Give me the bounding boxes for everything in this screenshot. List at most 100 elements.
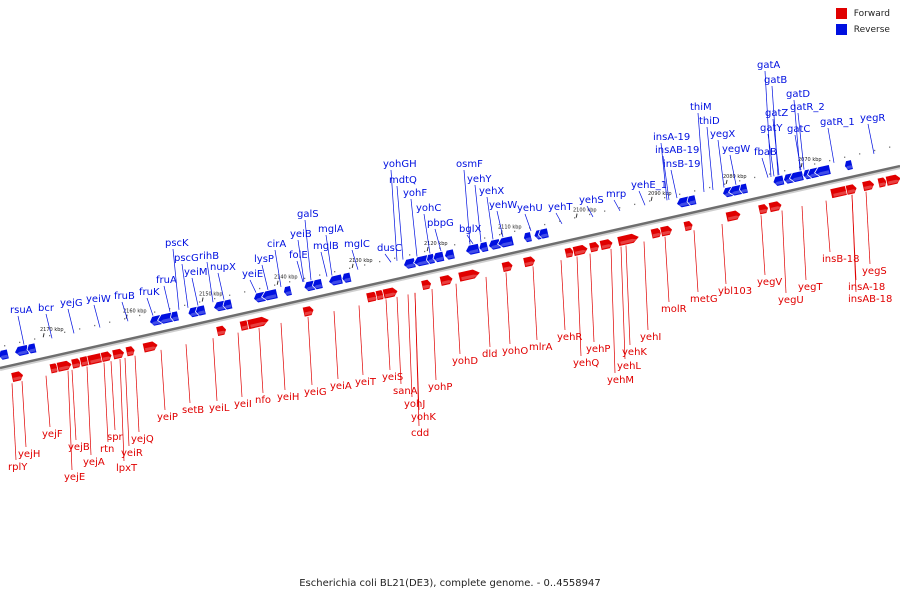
gene-label-yeit[interactable]: yeiT bbox=[355, 377, 377, 388]
gene-label-dld[interactable]: dld bbox=[482, 349, 497, 360]
forward-gene-arrow[interactable] bbox=[500, 260, 514, 273]
reverse-gene-arrow[interactable] bbox=[327, 273, 344, 287]
forward-gene-arrow[interactable] bbox=[10, 370, 24, 383]
gene-label-yohp[interactable]: yohP bbox=[428, 382, 452, 393]
gene-label-thid[interactable]: thiD bbox=[699, 116, 720, 127]
gene-label-pscg[interactable]: pscG bbox=[174, 253, 199, 264]
gene-label-spr[interactable]: spr bbox=[107, 432, 124, 443]
gene-label-yehw[interactable]: yehW bbox=[489, 200, 517, 211]
gene-label-yohj[interactable]: yohJ bbox=[404, 399, 425, 410]
gene-label-yeib[interactable]: yeiB bbox=[290, 229, 312, 240]
gene-label-psck[interactable]: pscK bbox=[165, 238, 189, 249]
forward-gene-arrow[interactable] bbox=[246, 315, 271, 331]
gene-label-yohc[interactable]: yohC bbox=[416, 203, 441, 214]
gene-label-fbab[interactable]: fbaB bbox=[754, 147, 777, 158]
gene-label-gatc[interactable]: gatC bbox=[787, 124, 810, 135]
gene-label-gatd[interactable]: gatD bbox=[786, 89, 810, 100]
gene-label-insab-19[interactable]: insAB-19 bbox=[655, 145, 699, 156]
gene-label-insb-18[interactable]: insB-18 bbox=[822, 254, 860, 265]
gene-label-yejh[interactable]: yejH bbox=[18, 449, 40, 460]
forward-gene-arrow[interactable] bbox=[301, 305, 315, 318]
reverse-gene-arrow[interactable] bbox=[844, 159, 854, 172]
gene-label-gatz[interactable]: gatZ bbox=[765, 108, 788, 119]
gene-label-sana[interactable]: sanA bbox=[393, 386, 418, 397]
gene-label-gatb[interactable]: gatB bbox=[764, 75, 787, 86]
reverse-gene-arrow[interactable] bbox=[312, 278, 324, 291]
gene-label-yeim[interactable]: yeiM bbox=[184, 267, 207, 278]
forward-gene-arrow[interactable] bbox=[99, 350, 113, 363]
gene-label-lpxt[interactable]: lpxT bbox=[116, 463, 138, 474]
forward-gene-arrow[interactable] bbox=[861, 179, 875, 193]
reverse-gene-arrow[interactable] bbox=[788, 170, 805, 183]
gene-label-thim[interactable]: thiM bbox=[690, 102, 712, 113]
reverse-gene-arrow[interactable] bbox=[341, 271, 353, 284]
gene-label-yeiw[interactable]: yeiW bbox=[86, 294, 111, 305]
gene-label-yeie[interactable]: yeiE bbox=[242, 269, 263, 280]
gene-label-yejg[interactable]: yejG bbox=[60, 298, 83, 309]
gene-label-yeje[interactable]: yejE bbox=[64, 472, 85, 483]
reverse-gene-arrow[interactable] bbox=[739, 182, 749, 195]
forward-gene-arrow[interactable] bbox=[767, 200, 783, 214]
gene-label-mdtq[interactable]: mdtQ bbox=[389, 175, 417, 186]
gene-label-yeig[interactable]: yeiG bbox=[304, 387, 327, 398]
gene-label-yehm[interactable]: yehM bbox=[607, 375, 634, 386]
gene-label-yohk[interactable]: yohK bbox=[411, 412, 436, 423]
reverse-gene-arrow[interactable] bbox=[686, 194, 698, 207]
gene-label-osmf[interactable]: osmF bbox=[456, 159, 483, 170]
gene-label-yehy[interactable]: yehY bbox=[467, 174, 492, 185]
gene-label-yehi[interactable]: yehI bbox=[640, 332, 661, 343]
gene-label-nupx[interactable]: nupX bbox=[210, 262, 236, 273]
forward-gene-arrow[interactable] bbox=[588, 241, 600, 254]
forward-gene-arrow[interactable] bbox=[141, 340, 159, 354]
forward-gene-arrow[interactable] bbox=[649, 227, 663, 240]
reverse-gene-arrow[interactable] bbox=[478, 240, 490, 253]
gene-label-yejb[interactable]: yejB bbox=[68, 442, 90, 453]
gene-label-yegv[interactable]: yegV bbox=[757, 277, 782, 288]
gene-label-yehl[interactable]: yehL bbox=[617, 361, 641, 372]
gene-label-insa-18[interactable]: insA-18 bbox=[848, 282, 885, 293]
gene-label-dusc[interactable]: dusC bbox=[377, 243, 402, 254]
forward-gene-arrow[interactable] bbox=[659, 224, 673, 238]
forward-gene-arrow[interactable] bbox=[724, 209, 742, 223]
forward-gene-arrow[interactable] bbox=[55, 359, 73, 373]
reverse-gene-arrow[interactable] bbox=[523, 231, 533, 244]
gene-label-yehr[interactable]: yehR bbox=[557, 332, 582, 343]
gene-label-yohgh[interactable]: yohGH bbox=[383, 159, 417, 170]
reverse-gene-arrow[interactable] bbox=[26, 342, 38, 355]
forward-gene-arrow[interactable] bbox=[571, 244, 589, 257]
gene-label-lysp[interactable]: lysP bbox=[254, 254, 274, 265]
gene-label-yeil[interactable]: yeiL bbox=[209, 403, 230, 414]
gene-label-rtn[interactable]: rtn bbox=[100, 444, 114, 455]
gene-label-yehe-1[interactable]: yehE_1 bbox=[631, 180, 667, 191]
gene-label-yohf[interactable]: yohF bbox=[403, 188, 427, 199]
gene-label-yehq[interactable]: yehQ bbox=[573, 358, 599, 369]
gene-label-gatr-2[interactable]: gatR_2 bbox=[790, 102, 825, 113]
gene-label-yehk[interactable]: yehK bbox=[622, 347, 647, 358]
forward-gene-arrow[interactable] bbox=[616, 232, 641, 247]
gene-label-yegs[interactable]: yegS bbox=[862, 266, 887, 277]
gene-label-yegu[interactable]: yegU bbox=[778, 295, 804, 306]
reverse-gene-arrow[interactable] bbox=[432, 250, 446, 264]
gene-label-insab-18[interactable]: insAB-18 bbox=[848, 294, 892, 305]
gene-label-ybl103[interactable]: ybl103 bbox=[718, 286, 752, 297]
reverse-gene-arrow[interactable] bbox=[222, 298, 234, 311]
gene-label-yegt[interactable]: yegT bbox=[798, 282, 823, 293]
forward-gene-arrow[interactable] bbox=[420, 278, 432, 291]
gene-label-bglx[interactable]: bglX bbox=[459, 224, 481, 235]
gene-label-mglc[interactable]: mglC bbox=[344, 239, 370, 250]
gene-label-mglb[interactable]: mglB bbox=[313, 241, 339, 252]
forward-gene-arrow[interactable] bbox=[438, 274, 454, 287]
gene-label-mgla[interactable]: mglA bbox=[318, 224, 344, 235]
gene-label-insa-19[interactable]: insA-19 bbox=[653, 132, 690, 143]
gene-label-cdd[interactable]: cdd bbox=[411, 428, 429, 439]
forward-gene-arrow[interactable] bbox=[757, 203, 769, 216]
gene-label-molr[interactable]: molR bbox=[661, 304, 687, 315]
gene-label-insb-19[interactable]: insB-19 bbox=[663, 159, 701, 170]
gene-label-yegr[interactable]: yegR bbox=[860, 113, 885, 124]
gene-label-cira[interactable]: cirA bbox=[267, 239, 286, 250]
gene-label-mrp[interactable]: mrp bbox=[606, 189, 626, 200]
gene-label-rsua[interactable]: rsuA bbox=[10, 305, 33, 316]
forward-gene-arrow[interactable] bbox=[111, 347, 125, 361]
reverse-gene-arrow[interactable] bbox=[195, 304, 207, 317]
forward-gene-arrow[interactable] bbox=[215, 324, 227, 337]
